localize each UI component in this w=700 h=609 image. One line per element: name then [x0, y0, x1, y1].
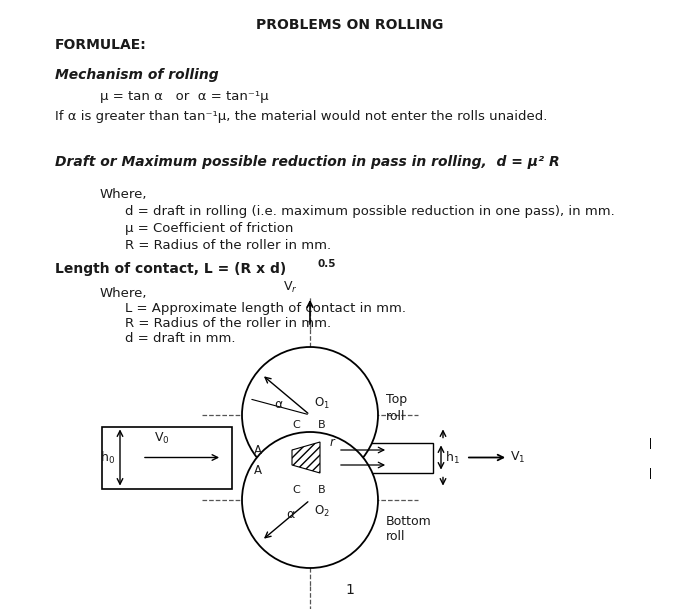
Text: d = draft in mm.: d = draft in mm.	[125, 332, 235, 345]
Text: R = Radius of the roller in mm.: R = Radius of the roller in mm.	[125, 317, 331, 330]
Bar	[318, 443, 433, 473]
Text: V$_1$: V$_1$	[510, 450, 526, 465]
Text: If α is greater than tan⁻¹μ, the material would not enter the rolls unaided.: If α is greater than tan⁻¹μ, the materia…	[55, 110, 547, 123]
Text: roll: roll	[386, 410, 405, 423]
Text: A: A	[254, 463, 262, 476]
Text: roll: roll	[386, 530, 405, 543]
Text: V$_0$: V$_0$	[154, 431, 170, 446]
Text: d = draft in rolling (i.e. maximum possible reduction in one pass), in mm.: d = draft in rolling (i.e. maximum possi…	[125, 205, 615, 218]
Text: h$_0$: h$_0$	[101, 449, 116, 465]
Text: h$_1$: h$_1$	[445, 449, 460, 465]
Text: B: B	[318, 485, 326, 495]
Text: Top: Top	[386, 393, 407, 406]
Text: μ = Coefficient of friction: μ = Coefficient of friction	[125, 222, 293, 235]
Text: V$_r$: V$_r$	[284, 280, 298, 295]
Text: C: C	[293, 485, 300, 495]
Bar	[102, 426, 232, 488]
Text: C: C	[293, 420, 300, 430]
Text: R = Radius of the roller in mm.: R = Radius of the roller in mm.	[125, 239, 331, 252]
Text: Bottom: Bottom	[386, 515, 432, 528]
Text: α: α	[286, 509, 294, 521]
Text: α: α	[274, 398, 282, 412]
Text: Length of contact, L = (R x d): Length of contact, L = (R x d)	[55, 262, 286, 276]
Text: O$_1$: O$_1$	[314, 396, 330, 411]
Text: r: r	[330, 437, 335, 449]
Text: μ = tan α   or  α = tan⁻¹μ: μ = tan α or α = tan⁻¹μ	[100, 90, 269, 103]
Text: Where,: Where,	[100, 188, 148, 201]
Circle shape	[242, 347, 378, 483]
Text: L = Approximate length of contact in mm.: L = Approximate length of contact in mm.	[125, 302, 406, 315]
Text: O$_2$: O$_2$	[314, 504, 330, 519]
Polygon shape	[292, 442, 320, 473]
Text: Draft or Maximum possible reduction in pass in rolling,  d = μ² R: Draft or Maximum possible reduction in p…	[55, 155, 559, 169]
Text: PROBLEMS ON ROLLING: PROBLEMS ON ROLLING	[256, 18, 444, 32]
Text: 1: 1	[346, 583, 354, 597]
Text: Where,: Where,	[100, 287, 148, 300]
Text: Mechanism of rolling: Mechanism of rolling	[55, 68, 218, 82]
Text: FORMULAE:: FORMULAE:	[55, 38, 147, 52]
Text: A: A	[254, 443, 262, 457]
Text: B: B	[318, 420, 326, 430]
Text: 0.5: 0.5	[317, 259, 335, 269]
Circle shape	[242, 432, 378, 568]
